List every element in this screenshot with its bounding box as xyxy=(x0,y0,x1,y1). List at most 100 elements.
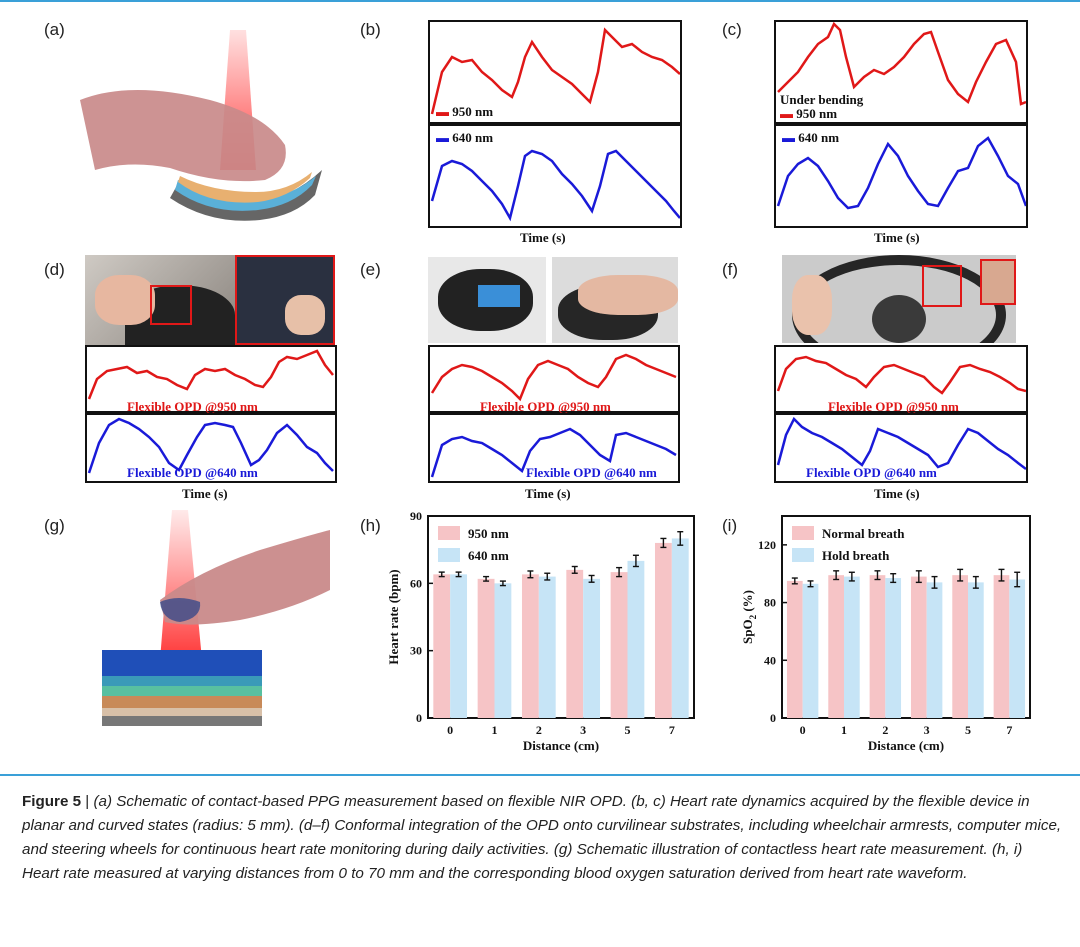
panel-c-xlabel: Time (s) xyxy=(874,230,920,245)
panel-label-c: (c) xyxy=(722,20,742,39)
panel-f-950-frame: Flexible OPD @950 nm xyxy=(774,345,1028,414)
h-xtick-1: 1 xyxy=(492,723,498,737)
h-legend-label-0: 950 nm xyxy=(468,526,509,541)
panel-label-f: (f) xyxy=(722,260,739,279)
h-legend-swatch-0 xyxy=(438,526,460,540)
wheelchair-armrest-photo xyxy=(85,255,335,345)
i-xtick-5: 7 xyxy=(1006,723,1012,737)
spo2-bar-chart: 0 40 80 120 0 1 2 3 5 7 Normal breath Hold breath… xyxy=(740,515,1031,753)
panel-c-note: Under bending xyxy=(780,92,864,107)
panel-f-950-trace xyxy=(776,355,1026,395)
panel-label-b: (b) xyxy=(360,20,381,39)
panel-e-top-label: Flexible OPD @950 nm xyxy=(480,399,611,414)
i-bar-0-3 xyxy=(910,576,927,718)
panel-label-e: (e) xyxy=(360,260,381,279)
plot-frame-i xyxy=(781,515,1031,719)
h-bar-1-2 xyxy=(538,576,556,718)
i-legend-label-1: Hold breath xyxy=(822,548,890,563)
i-xtick-0: 0 xyxy=(800,723,806,737)
panel-d-950-trace xyxy=(87,349,334,400)
h-xtick-0: 0 xyxy=(447,723,453,737)
i-bar-1-3 xyxy=(926,582,943,718)
i-bar-0-0 xyxy=(786,580,803,718)
h-xtick-4: 5 xyxy=(625,723,631,737)
h-bar-0-0 xyxy=(433,574,451,718)
panel-b-legend-640: ▬ 640 nm xyxy=(436,130,494,145)
panel-e-bottom-label: Flexible OPD @640 nm xyxy=(526,465,657,480)
heart-rate-bar-chart: 0 30 60 90 0 1 2 3 5 7 950 nm 640 nm Distance (cm… xyxy=(386,509,695,753)
top-rule xyxy=(0,0,1080,2)
panel-f-640-trace xyxy=(776,416,1026,470)
panel-d-xlabel: Time (s) xyxy=(182,486,228,501)
caption-figure-number: Figure 5 xyxy=(22,793,82,810)
h-bar-1-3 xyxy=(583,578,601,718)
h-bar-0-5 xyxy=(654,542,672,718)
panel-d-top-label: Flexible OPD @950 nm xyxy=(127,399,258,414)
y-axis-title-i-unit: (%) xyxy=(740,590,755,615)
i-ytick-1: 40 xyxy=(764,653,776,667)
computer-mouse-photo xyxy=(428,255,680,345)
panel-f-top-label: Flexible OPD @950 nm xyxy=(828,399,959,414)
i-bar-1-2 xyxy=(885,578,902,718)
y-axis-title-i: SpO2 (%) xyxy=(740,590,758,644)
finger-contact-illustration xyxy=(80,30,322,221)
panel-b-xlabel: Time (s) xyxy=(520,230,566,245)
panel-f-xlabel: Time (s) xyxy=(874,486,920,501)
i-bar-0-2 xyxy=(869,575,886,718)
panel-f-bottom-label: Flexible OPD @640 nm xyxy=(806,465,937,480)
panel-c-950-trace xyxy=(777,22,1026,106)
i-legend-swatch-1 xyxy=(792,548,814,562)
panel-c-950-frame: Under bending ▬ 950 nm xyxy=(774,20,1028,124)
y-axis-title-h: Heart rate (bpm) xyxy=(386,569,401,664)
h-bar-0-1 xyxy=(477,578,495,718)
panel-d-bottom-label: Flexible OPD @640 nm xyxy=(127,465,258,480)
panel-b-950-trace xyxy=(430,27,680,115)
h-bar-0-3 xyxy=(566,569,584,718)
i-bar-1-1 xyxy=(844,576,860,718)
panel-label-a: (a) xyxy=(44,20,65,39)
panel-e-640-frame: Flexible OPD @640 nm xyxy=(428,413,680,483)
h-bar-1-1 xyxy=(494,583,512,718)
panel-d-950-frame: Flexible OPD @950 nm xyxy=(85,345,337,414)
i-bar-0-4 xyxy=(952,575,968,718)
h-ytick-1: 30 xyxy=(410,644,422,658)
panel-b-legend-950: ▬ 950 nm xyxy=(436,104,494,119)
panel-label-d: (d) xyxy=(44,260,65,279)
i-xtick-3: 3 xyxy=(924,723,930,737)
caption-text: (a) Schematic of contact-based PPG measu… xyxy=(22,793,1062,882)
h-bar-0-2 xyxy=(521,574,539,718)
y-axis-title-i-sub: 2 xyxy=(748,614,758,619)
panel-d-640-frame: Flexible OPD @640 nm xyxy=(85,413,337,483)
caption-separator: | xyxy=(81,793,94,810)
panel-label-g: (g) xyxy=(44,516,65,535)
x-axis-title-h: Distance (cm) xyxy=(523,738,599,753)
panel-b-640-frame: ▬ 640 nm xyxy=(428,124,682,228)
panel-e-640-trace xyxy=(430,427,677,478)
i-legend-swatch-0 xyxy=(792,526,814,540)
panel-c-legend-950: ▬ 950 nm xyxy=(780,106,838,121)
y-axis-title-i-main: SpO xyxy=(740,619,755,644)
h-bar-1-4 xyxy=(627,560,645,718)
i-ytick-2: 80 xyxy=(764,596,776,610)
caption-rule xyxy=(0,774,1080,776)
h-bar-1-5 xyxy=(671,538,689,718)
panel-d-640-trace xyxy=(87,417,334,474)
i-xtick-4: 5 xyxy=(965,723,971,737)
i-ytick-3: 120 xyxy=(758,538,776,552)
steering-wheel-photo xyxy=(782,255,1016,343)
i-bar-0-5 xyxy=(993,575,1010,718)
panel-c-640-trace xyxy=(776,136,1026,210)
i-bar-1-0 xyxy=(802,583,819,718)
figure-caption: Figure 5 | (a) Schematic of contact-base… xyxy=(22,790,1062,886)
h-ytick-2: 60 xyxy=(410,576,422,590)
i-bar-1-4 xyxy=(968,582,984,718)
panel-c-legend-640: ▬ 640 nm xyxy=(782,130,840,145)
i-legend-label-0: Normal breath xyxy=(822,526,905,541)
h-legend-swatch-1 xyxy=(438,548,460,562)
panel-e-950-trace xyxy=(430,353,677,402)
h-ytick-3: 90 xyxy=(410,509,422,523)
i-bar-1-5 xyxy=(1009,579,1026,718)
h-xtick-5: 7 xyxy=(669,723,675,737)
h-xtick-3: 3 xyxy=(580,723,586,737)
